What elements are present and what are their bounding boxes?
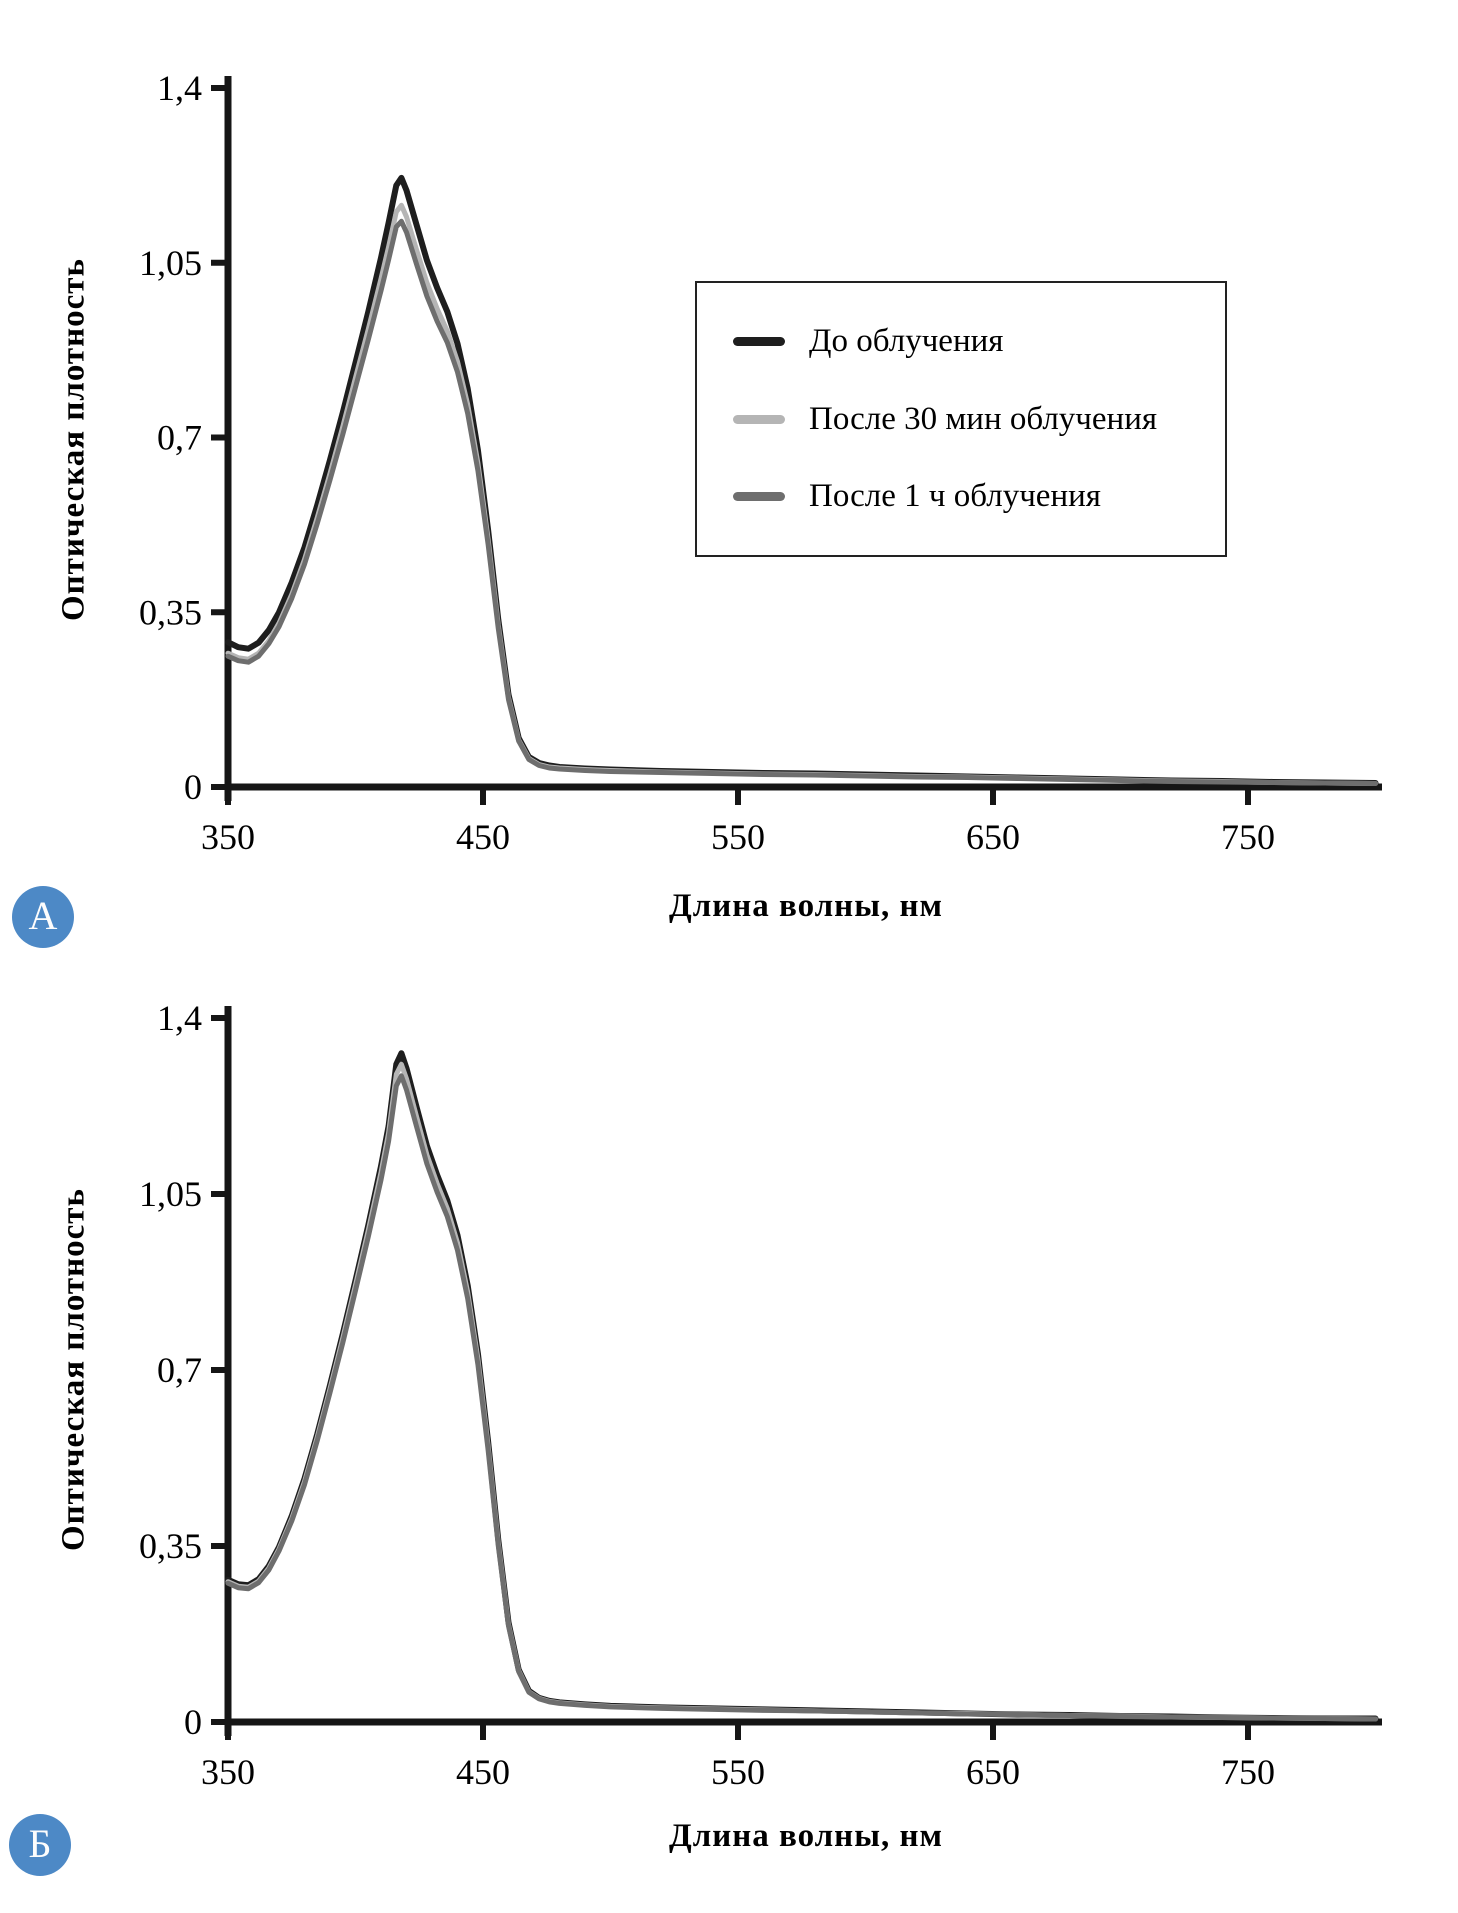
y-axis-title: Оптическая плотность: [55, 1188, 92, 1552]
series-line: [225, 1061, 1378, 1722]
legend-item-label: После 30 мин облучения: [809, 400, 1158, 437]
x-axis-title: Длина волны, нм: [669, 888, 943, 924]
x-tick-label: 450: [456, 817, 510, 857]
x-tick-label: 550: [711, 817, 765, 857]
legend-item: После 1 ч облучения: [733, 478, 1225, 515]
legend-line-swatch: [733, 414, 785, 424]
y-tick-label: 1,05: [139, 1174, 202, 1214]
y-tick-label: 0: [184, 1702, 202, 1742]
y-tick-label: 0,7: [157, 1350, 202, 1390]
x-tick-label: 650: [966, 1752, 1020, 1792]
plot-svg-a: 0 0,35 0,7 1,05 1,4 350 450 550 650 750: [139, 68, 1382, 857]
series-line: [225, 1050, 1379, 1722]
series-line: [225, 1073, 1378, 1722]
x-tick-label: 550: [711, 1752, 765, 1792]
legend-item: До облучения: [733, 323, 1225, 360]
x-tick-label: 750: [1221, 1752, 1275, 1792]
y-axis-title: Оптическая плотность: [55, 258, 92, 622]
y-tick-label: 0,35: [139, 1526, 202, 1566]
panel-badge-b: Б: [9, 1814, 71, 1876]
x-tick-label: 450: [456, 1752, 510, 1792]
plot-svg-b: 0 0,35 0,7 1,05 1,4 350 450 550 650 750: [139, 998, 1382, 1792]
legend-item-label: До облучения: [809, 323, 1004, 360]
figure-panel-b: 0 0,35 0,7 1,05 1,4 350 450 550 650 750 Оптическа…: [0, 930, 1458, 1913]
x-tick-label: 650: [966, 817, 1020, 857]
y-tick-label: 1,05: [139, 243, 202, 283]
figure-panel-a: 0 0,35 0,7 1,05 1,4 350 450 550 650 750 Оптическа…: [0, 0, 1458, 948]
legend-item: После 30 мин облучения: [733, 401, 1225, 438]
legend: До облучения После 30 мин облучения Посл…: [695, 281, 1227, 557]
legend-item-label: После 1 ч облучения: [809, 477, 1101, 514]
y-tick-label: 0,35: [139, 592, 202, 632]
x-tick-label: 350: [201, 1752, 255, 1792]
x-axis-title: Длина волны, нм: [669, 1818, 943, 1854]
legend-line-swatch: [733, 491, 785, 501]
legend-line-swatch: [733, 337, 785, 347]
x-tick-label: 350: [201, 817, 255, 857]
x-tick-label: 750: [1221, 817, 1275, 857]
y-tick-label: 1,4: [157, 998, 202, 1038]
y-tick-label: 0,7: [157, 418, 202, 458]
series-line: [225, 218, 1378, 786]
panel-badge-a: А: [12, 886, 74, 948]
y-tick-label: 1,4: [157, 68, 202, 108]
y-tick-label: 0: [184, 767, 202, 807]
